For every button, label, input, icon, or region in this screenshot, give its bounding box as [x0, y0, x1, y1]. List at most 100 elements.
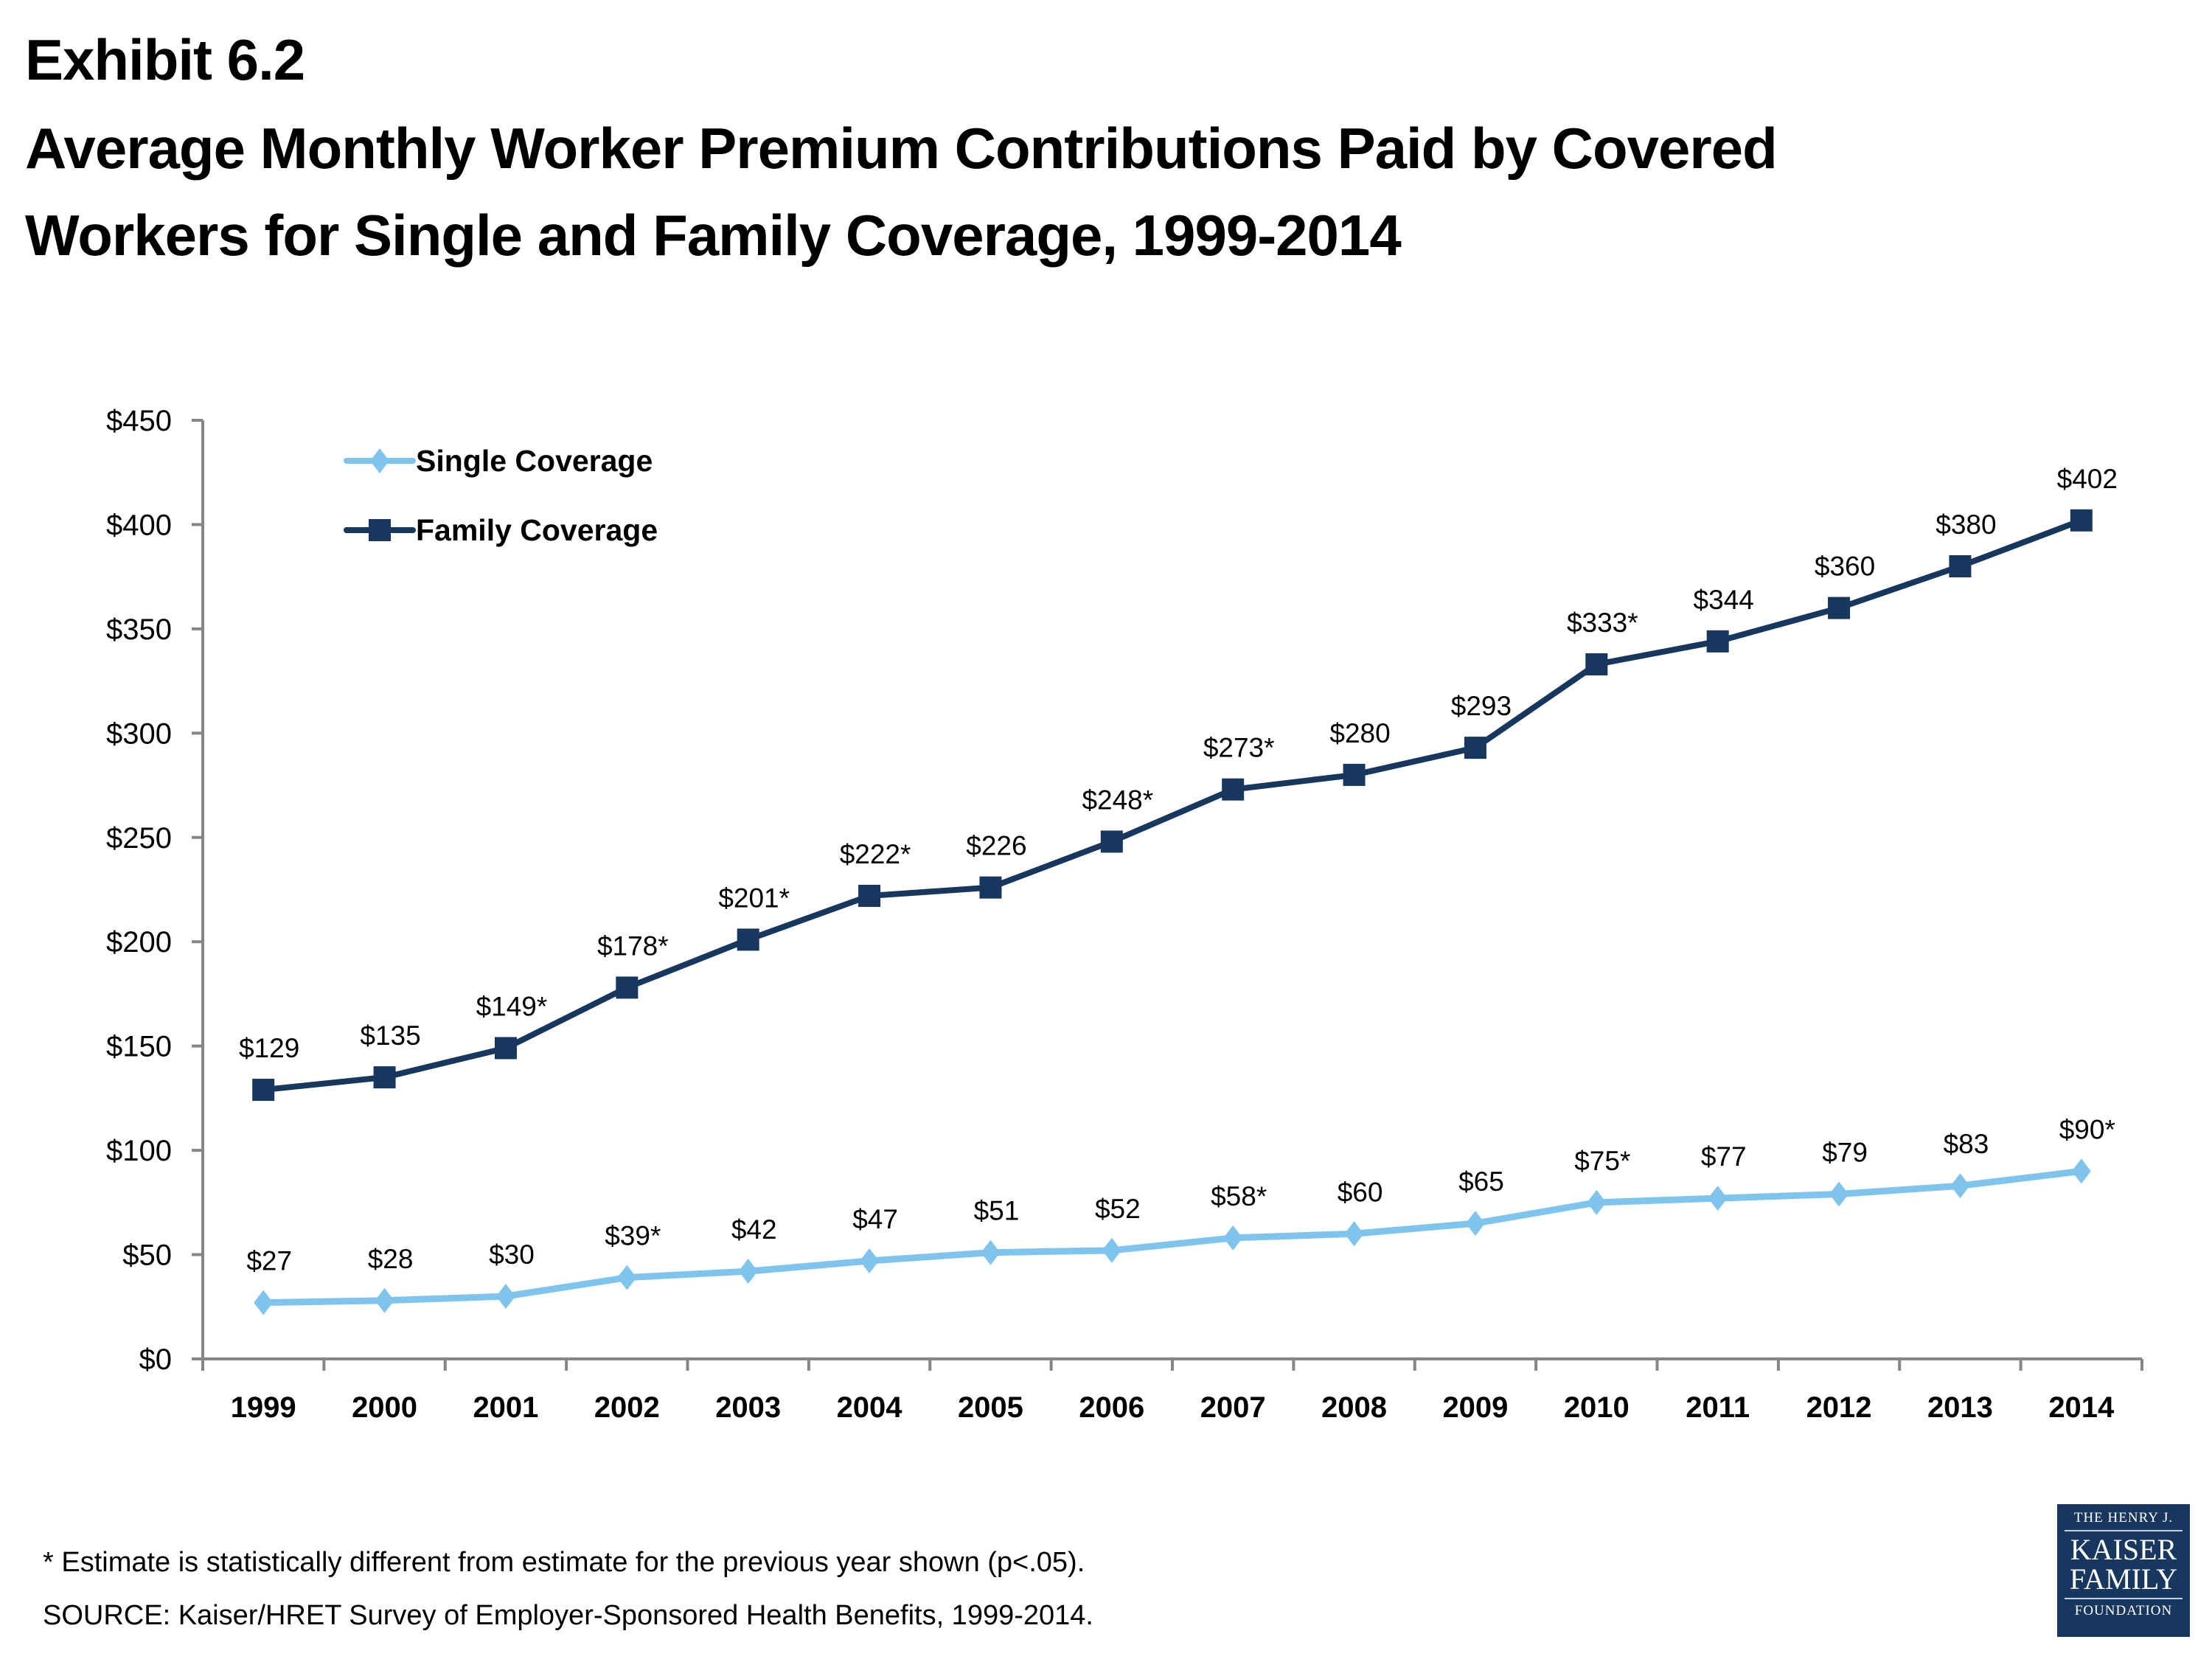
x-tick-label: 2013: [1927, 1391, 1993, 1424]
data-label-single-coverage: $79: [1822, 1138, 1868, 1168]
data-label-family-coverage: $129: [239, 1033, 299, 1063]
data-label-single-coverage: $83: [1944, 1129, 1989, 1159]
data-point-family-coverage: [616, 976, 639, 999]
data-label-single-coverage: $51: [974, 1196, 1020, 1226]
data-point-single-coverage: [860, 1248, 880, 1274]
data-label-family-coverage: $402: [2057, 464, 2118, 494]
y-axis-ticks: $0 $50 $100 $150 $200 $250 $300 $350 $400 $450: [106, 405, 203, 1376]
x-tick-label: 2010: [1564, 1391, 1630, 1424]
data-label-single-coverage: $58*: [1211, 1181, 1267, 1211]
data-point-single-coverage: [1950, 1173, 1970, 1199]
data-point-family-coverage: [1585, 653, 1608, 675]
y-tick-label: $250: [106, 822, 172, 855]
kff-logo: THE HENRY J. KAISER FAMILY FOUNDATION: [2057, 1504, 2190, 1637]
x-tick-label: 2007: [1200, 1391, 1266, 1424]
data-label-single-coverage: $75*: [1574, 1146, 1630, 1176]
data-label-single-coverage: $47: [852, 1204, 898, 1234]
data-label-family-coverage: $380: [1935, 509, 1996, 540]
y-tick-label: $150: [106, 1031, 172, 1063]
data-point-single-coverage: [1587, 1189, 1607, 1215]
data-label-family-coverage: $333*: [1567, 608, 1638, 638]
data-point-single-coverage: [375, 1287, 394, 1313]
data-point-family-coverage: [252, 1079, 275, 1102]
y-tick-label: $350: [106, 613, 172, 646]
data-label-single-coverage: $52: [1095, 1194, 1141, 1224]
y-tick-label: $450: [106, 405, 172, 437]
data-label-single-coverage: $30: [489, 1239, 535, 1270]
series-family-coverage: [252, 509, 2093, 1102]
x-tick-label: 1999: [231, 1391, 296, 1424]
x-tick-label: 2004: [837, 1391, 903, 1424]
data-point-family-coverage: [2070, 509, 2093, 532]
x-tick-label: 2001: [473, 1391, 538, 1424]
data-point-single-coverage: [981, 1239, 1001, 1265]
data-point-family-coverage: [1343, 763, 1366, 786]
series-single-coverage: [254, 1158, 2091, 1315]
x-tick-label: 2008: [1321, 1391, 1387, 1424]
chart-title-line-2: Workers for Single and Family Coverage, …: [25, 203, 1402, 268]
logo-line-4: FOUNDATION: [2074, 1603, 2173, 1618]
x-tick-label: 2009: [1442, 1391, 1508, 1424]
data-label-single-coverage: $65: [1458, 1166, 1504, 1197]
series-line-single-coverage: [260, 1167, 2085, 1307]
x-tick-label: 2003: [715, 1391, 781, 1424]
data-label-family-coverage: $344: [1694, 585, 1754, 615]
data-label-single-coverage: $60: [1338, 1177, 1383, 1207]
y-tick-label: $200: [106, 926, 172, 959]
data-point-single-coverage: [254, 1290, 274, 1315]
chart-title-line-1: Average Monthly Worker Premium Contribut…: [25, 116, 1778, 181]
data-label-family-coverage: $222*: [840, 839, 911, 869]
data-label-family-coverage: $248*: [1082, 785, 1153, 815]
x-tick-label: 2000: [352, 1391, 417, 1424]
legend-label-single-coverage: Single Coverage: [416, 444, 653, 478]
legend-label-family-coverage: Family Coverage: [416, 513, 658, 547]
logo-rule-bottom: [2065, 1598, 2183, 1599]
data-label-family-coverage: $178*: [597, 931, 669, 961]
logo-line-3: FAMILY: [2069, 1562, 2178, 1596]
data-labels: $27 $28 $30 $39* $42 $47 $51 $52 $58* $60 $65 $75* $…: [239, 464, 2118, 1276]
series-line-family-coverage: [260, 517, 2084, 1093]
x-tick-label: 2002: [594, 1391, 660, 1424]
data-label-family-coverage: $280: [1329, 718, 1390, 748]
significance-footnote: * Estimate is statistically different fr…: [43, 1547, 1085, 1578]
data-point-single-coverage: [2071, 1158, 2091, 1184]
data-point-family-coverage: [1222, 778, 1245, 801]
exhibit-number: Exhibit 6.2: [25, 27, 305, 92]
data-point-family-coverage: [1464, 737, 1486, 759]
x-axis-ticks: 1999 2000 2001 2002 2003 2004 2005 2006 2007 2008…: [201, 1359, 2143, 1424]
series-layer: [252, 509, 2093, 1315]
data-label-single-coverage: $39*: [605, 1221, 661, 1251]
legend: Single Coverage Family Coverage: [344, 444, 658, 547]
data-label-family-coverage: $201*: [718, 883, 790, 913]
logo-line-2: KAISER: [2070, 1533, 2177, 1566]
data-label-family-coverage: $360: [1815, 552, 1875, 582]
y-tick-label: $50: [122, 1239, 172, 1272]
data-point-family-coverage: [1100, 830, 1123, 853]
data-point-family-coverage: [494, 1037, 517, 1060]
data-label-single-coverage: $77: [1701, 1141, 1747, 1172]
data-label-family-coverage: $226: [966, 831, 1026, 861]
data-label-family-coverage: $293: [1451, 691, 1512, 721]
data-point-family-coverage: [737, 928, 759, 951]
data-label-single-coverage: $42: [731, 1214, 777, 1245]
data-point-single-coverage: [495, 1284, 515, 1310]
data-point-family-coverage: [1828, 597, 1851, 619]
data-label-single-coverage: $28: [368, 1244, 414, 1274]
legend-marker-single-coverage: [370, 448, 389, 473]
source-footnote: SOURCE: Kaiser/HRET Survey of Employer-S…: [43, 1600, 1093, 1631]
data-label-single-coverage: $27: [246, 1246, 292, 1276]
y-tick-label: $100: [106, 1135, 172, 1167]
data-point-family-coverage: [979, 876, 1002, 899]
data-label-single-coverage: $90*: [2059, 1114, 2115, 1144]
x-tick-label: 2011: [1686, 1391, 1750, 1424]
axes: [192, 420, 2142, 1360]
y-tick-label: $300: [106, 717, 172, 750]
data-label-family-coverage: $149*: [476, 991, 548, 1021]
x-tick-label: 2014: [2048, 1391, 2115, 1424]
logo-line-1: THE HENRY J.: [2073, 1510, 2174, 1526]
data-point-single-coverage: [738, 1259, 758, 1284]
x-tick-label: 2005: [958, 1391, 1023, 1424]
y-tick-label: $0: [139, 1343, 173, 1376]
data-point-single-coverage: [1829, 1181, 1849, 1207]
data-point-family-coverage: [1949, 555, 1972, 578]
